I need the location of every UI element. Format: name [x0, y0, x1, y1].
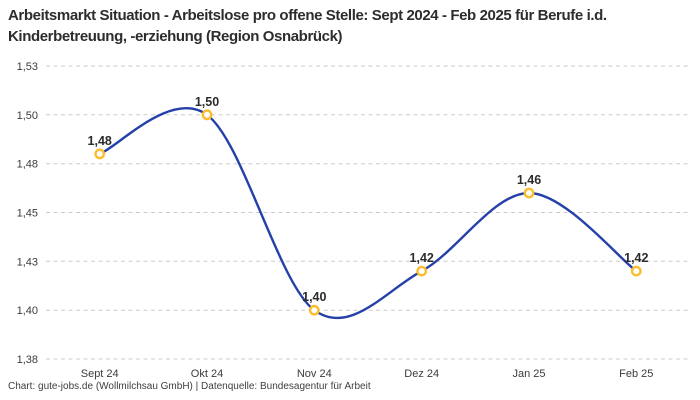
x-tick-label: Feb 25 [619, 368, 653, 380]
y-tick-label: 1,43 [17, 256, 38, 268]
y-tick-label: 1,48 [17, 159, 38, 171]
y-tick-label: 1,40 [17, 305, 38, 317]
y-tick-label: 1,53 [17, 61, 38, 73]
y-tick-label: 1,38 [17, 354, 38, 366]
data-point [523, 187, 535, 199]
data-point [94, 148, 106, 160]
data-point [201, 109, 213, 121]
y-tick-label: 1,45 [17, 208, 38, 220]
data-point [630, 265, 642, 277]
data-label: 1,46 [517, 173, 541, 187]
data-label: 1,50 [195, 95, 219, 109]
x-tick-label: Nov 24 [297, 368, 332, 380]
x-tick-label: Okt 24 [191, 368, 223, 380]
x-tick-label: Sept 24 [81, 368, 119, 380]
chart-title: Arbeitsmarkt Situation - Arbeitslose pro… [8, 7, 607, 45]
data-label: 1,42 [624, 251, 648, 265]
data-label: 1,42 [410, 251, 434, 265]
x-tick-label: Jan 25 [512, 368, 545, 380]
data-point [416, 265, 428, 277]
footer-credit: Chart: gute-jobs.de (Wollmilchsau GmbH) … [8, 381, 371, 392]
x-tick-label: Dez 24 [404, 368, 439, 380]
data-point [308, 304, 320, 316]
y-tick-label: 1,50 [17, 110, 38, 122]
data-label: 1,40 [302, 290, 326, 304]
data-label: 1,48 [88, 134, 112, 148]
trend-line [98, 107, 638, 320]
